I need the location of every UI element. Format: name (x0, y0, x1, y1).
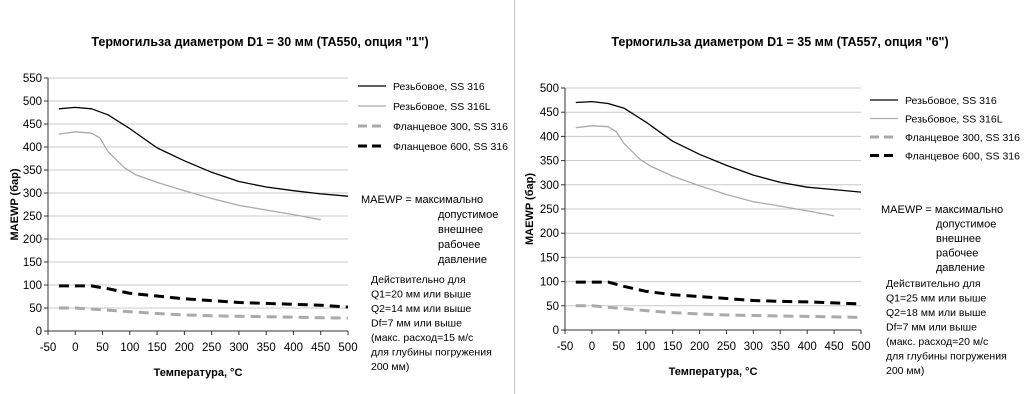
chart1-validity-note-line: для глубины погружения (371, 347, 492, 359)
chart1-x-tick-label: 50 (96, 342, 109, 354)
chart2-x-tick-label: 0 (589, 341, 595, 353)
chart1-maewp-note-line: рабочее (438, 239, 480, 251)
chart2-x-tick-label: 200 (690, 341, 709, 353)
chart-1-svg: Термогильза диаметром D1 = 30 мм (TA550,… (9, 35, 508, 379)
chart2-x-tick-label: 100 (636, 341, 655, 353)
chart2-legend-label-4: Фланцевое 600, SS 316 (905, 151, 1020, 163)
chart-panel-2: Термогильза диаметром D1 = 35 мм (TA557,… (515, 0, 1029, 394)
chart1-validity-note-line: Q1=20 мм или выше (371, 289, 471, 301)
chart2-y-tick-label: 500 (540, 83, 559, 95)
chart2-y-axis-title: MAEWP (бар) (524, 173, 536, 245)
chart2-validity-note-line: Df=7 мм или выше (886, 322, 977, 334)
chart1-maewp-note-line: допустимое (438, 209, 498, 221)
chart1-y-tick-label: 400 (23, 142, 42, 154)
chart1-y-axis-title: MAEWP (бар) (9, 168, 21, 240)
chart1-y-tick-label: 450 (23, 119, 42, 131)
chart2-validity-note-line: Q1=25 мм или выше (886, 293, 986, 305)
chart2-maewp-note-line: допустимое (936, 219, 996, 231)
chart1-series-line-2 (58, 131, 321, 221)
chart2-y-tick-label: 350 (540, 156, 559, 168)
chart1-x-tick-label: 150 (147, 342, 166, 354)
chart2-x-tick-label: 400 (798, 341, 817, 353)
chart1-y-tick-label: 500 (23, 96, 42, 108)
chart2-series-line-3 (575, 304, 861, 319)
chart1-x-tick-label: 200 (175, 342, 194, 354)
chart1-y-tick-label: 150 (23, 257, 42, 269)
chart1-maewp-note-line: внешнее (438, 224, 483, 236)
chart2-title: Термогильза диаметром D1 = 35 мм (TA557,… (611, 35, 948, 49)
chart1-y-tick-label: 100 (23, 280, 42, 292)
chart2-x-tick-label: 350 (771, 341, 790, 353)
chart2-x-tick-label: 300 (744, 341, 763, 353)
chart1-title: Термогильза диаметром D1 = 30 мм (TA550,… (91, 35, 428, 49)
chart2-y-tick-label: 50 (546, 301, 559, 313)
chart1-validity-note-line: Q2=14 мм или выше (371, 303, 471, 315)
chart2-x-tick-label: 500 (851, 341, 870, 353)
chart1-y-tick-label: 550 (23, 73, 42, 85)
chart1-maewp-note-line: MAEWP = максимально (361, 194, 483, 206)
chart2-maewp-note-line: внешнее (936, 233, 981, 245)
chart2-y-tick-label: 250 (540, 204, 559, 216)
chart1-x-tick-label: 100 (120, 342, 139, 354)
chart-panel-1: Термогильза диаметром D1 = 30 мм (TA550,… (9, 0, 515, 394)
chart1-x-tick-label: 500 (338, 342, 357, 354)
chart2-series-line-4 (575, 280, 861, 306)
chart2-x-tick-label: 150 (663, 341, 682, 353)
chart1-maewp-note-line: давление (438, 254, 487, 266)
chart2-legend-label-3: Фланцевое 300, SS 316 (905, 132, 1020, 144)
chart2-x-tick-label: 50 (612, 341, 625, 353)
chart1-x-tick-label: 400 (284, 342, 303, 354)
chart1-x-tick-label: 450 (311, 342, 330, 354)
chart2-legend-label-2: Резьбовое, SS 316L (905, 114, 1003, 126)
chart1-legend-label-2: Резьбовое, SS 316L (393, 101, 491, 113)
chart2-series-line-2 (575, 125, 835, 217)
chart1-x-tick-label: 0 (72, 342, 78, 354)
chart1-y-tick-label: 300 (23, 188, 42, 200)
chart1-y-tick-label: 200 (23, 234, 42, 246)
chart2-y-tick-label: 400 (540, 131, 559, 143)
chart1-legend-label-1: Резьбовое, SS 316 (393, 81, 485, 93)
chart2-x-tick-label: -50 (557, 341, 574, 353)
chart1-y-tick-label: 0 (36, 326, 42, 338)
chart2-y-tick-label: 300 (540, 180, 559, 192)
chart2-validity-note-line: Действительно для (886, 278, 981, 290)
chart1-validity-note-line: Df=7 мм или выше (371, 318, 462, 330)
chart1-series-line-4 (58, 284, 348, 309)
chart2-validity-note-line: Q2=18 мм или выше (886, 307, 986, 319)
chart1-y-tick-label: 250 (23, 211, 42, 223)
chart2-maewp-note-line: рабочее (936, 248, 978, 260)
chart1-x-tick-label: 250 (202, 342, 221, 354)
chart2-legend-label-1: Резьбовое, SS 316 (905, 95, 997, 107)
chart2-maewp-note-line: MAEWP = максимально (881, 204, 1003, 216)
chart1-x-axis-title: Температура, °C (154, 367, 243, 379)
chart2-validity-note-line: 200 мм) (886, 365, 924, 377)
chart1-y-tick-label: 350 (23, 165, 42, 177)
chart2-maewp-note-line: давление (936, 262, 985, 274)
chart2-validity-note-line: для глубины погружения (886, 351, 1007, 363)
chart2-y-tick-label: 150 (540, 252, 559, 264)
chart2-y-tick-label: 0 (553, 325, 559, 337)
chart-2-svg: Термогильза диаметром D1 = 35 мм (TA557,… (524, 35, 1020, 378)
chart1-validity-note-line: 200 мм) (371, 361, 409, 373)
chart2-y-tick-label: 450 (540, 107, 559, 119)
chart1-validity-note-line: Действительно для (371, 274, 466, 286)
chart1-legend-label-4: Фланцевое 600, SS 316 (393, 141, 508, 153)
chart2-y-tick-label: 200 (540, 228, 559, 240)
chart2-x-axis-title: Температура, °C (669, 366, 758, 378)
chart1-legend-label-3: Фланцевое 300, SS 316 (393, 121, 508, 133)
chart1-x-tick-label: 350 (257, 342, 276, 354)
chart1-y-tick-label: 50 (29, 303, 42, 315)
chart1-series-line-3 (58, 306, 348, 320)
chart2-x-tick-label: 250 (717, 341, 736, 353)
chart2-series-line-1 (575, 100, 861, 193)
chart1-series-line-1 (58, 106, 348, 197)
chart2-x-tick-label: 450 (824, 341, 843, 353)
chart1-validity-note-line: (макс. расход=15 м/с (371, 332, 473, 344)
chart1-x-tick-label: -50 (40, 342, 57, 354)
chart2-validity-note-line: (макс. расход=20 м/с (886, 336, 988, 348)
chart2-y-tick-label: 100 (540, 277, 559, 289)
chart1-x-tick-label: 300 (229, 342, 248, 354)
